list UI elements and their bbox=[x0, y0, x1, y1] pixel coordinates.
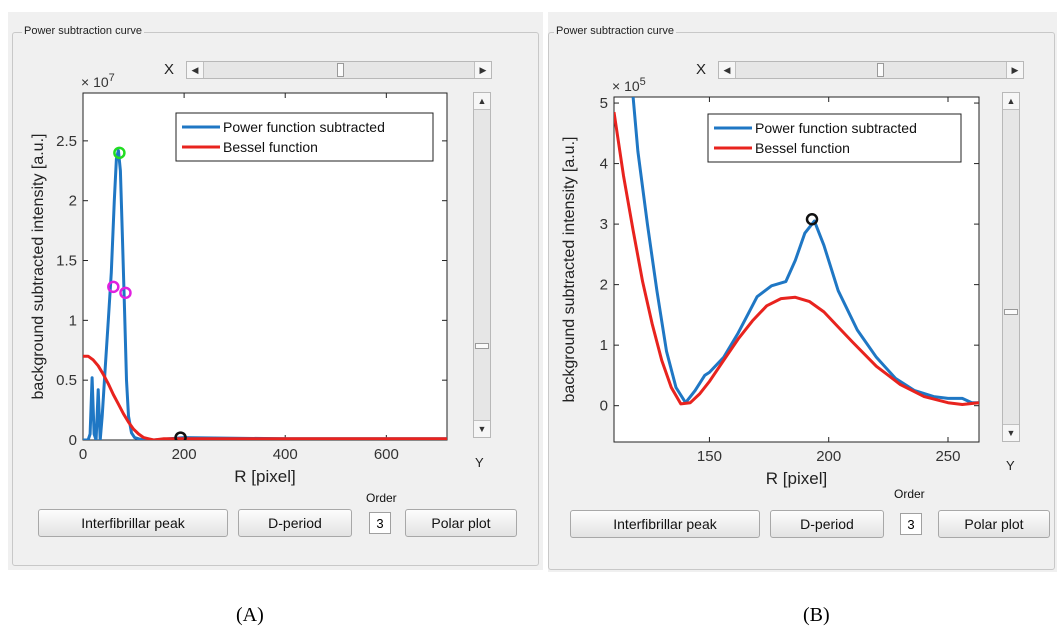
peak-marker bbox=[119, 286, 132, 300]
y-slider[interactable]: ▲ ▼ bbox=[1002, 92, 1020, 442]
y-slider-label: Y bbox=[1006, 458, 1015, 473]
x-slider-thumb[interactable] bbox=[337, 63, 344, 77]
y-tick-label: 2.5 bbox=[56, 133, 77, 150]
group-title: Power subtraction curve bbox=[554, 25, 676, 37]
y-tick-label: 5 bbox=[600, 95, 608, 112]
series-bessel-line bbox=[614, 111, 979, 406]
scroll-left-icon[interactable]: ◀ bbox=[187, 62, 204, 78]
interfibrillar-peak-button[interactable]: Interfibrillar peak bbox=[38, 509, 228, 537]
y-tick-label: 2 bbox=[69, 193, 77, 210]
order-label: Order bbox=[894, 487, 925, 501]
x-tick-label: 200 bbox=[816, 448, 841, 465]
panel-b: Power subtraction curve X ◀ ▶ ▲ ▼ Y 150 2… bbox=[548, 12, 1057, 572]
x-tick-label: 200 bbox=[172, 446, 197, 463]
x-slider-thumb[interactable] bbox=[877, 63, 884, 77]
y-tick-label: 3 bbox=[600, 216, 608, 233]
y-axis-label: background subtracted intensity [a.u.] bbox=[561, 137, 578, 403]
caption-b: (B) bbox=[803, 604, 830, 626]
peak-marker bbox=[113, 146, 126, 160]
legend-label-bessel: Bessel function bbox=[223, 139, 318, 155]
y-slider-thumb[interactable] bbox=[1004, 309, 1018, 315]
caption-a: (A) bbox=[236, 604, 264, 626]
x-tick-label: 0 bbox=[79, 446, 87, 463]
y-tick-label: 0.5 bbox=[56, 372, 77, 389]
scroll-down-icon[interactable]: ▼ bbox=[1003, 424, 1019, 441]
scroll-right-icon[interactable]: ▶ bbox=[474, 62, 491, 78]
x-slider-label: X bbox=[164, 61, 175, 78]
order-label: Order bbox=[366, 491, 397, 505]
y-exponent-label: × 107 bbox=[81, 72, 115, 90]
chart-a: 0 200 400 600 0 0.5 1 1.5 2 2.5 × 107 R [pixel] back… bbox=[30, 72, 448, 486]
polar-plot-button[interactable]: Polar plot bbox=[938, 510, 1050, 538]
panel-a: Power subtraction curve X ◀ ▶ ▲ ▼ Y 0 200… bbox=[8, 12, 543, 570]
x-axis-label: R [pixel] bbox=[766, 469, 827, 488]
x-axis-label: R [pixel] bbox=[234, 467, 295, 486]
x-slider-label: X bbox=[696, 61, 707, 78]
y-tick-label: 2 bbox=[600, 277, 608, 294]
y-tick-label: 1.5 bbox=[56, 253, 77, 270]
d-period-button[interactable]: D-period bbox=[770, 510, 884, 538]
y-tick-label: 4 bbox=[600, 156, 608, 173]
legend-label-power: Power function subtracted bbox=[755, 120, 917, 136]
y-tick-label: 0 bbox=[600, 398, 608, 415]
power-subtraction-group bbox=[12, 32, 539, 566]
x-slider[interactable]: ◀ ▶ bbox=[718, 61, 1024, 79]
legend-box bbox=[175, 112, 434, 162]
series-bessel-line bbox=[83, 354, 447, 440]
legend-box bbox=[707, 113, 962, 163]
y-axis-label: background subtracted intensity [a.u.] bbox=[30, 134, 47, 400]
y-tick-label: 1 bbox=[600, 337, 608, 354]
legend-label-power: Power function subtracted bbox=[223, 119, 385, 135]
series-power-line bbox=[83, 148, 447, 440]
y-slider[interactable]: ▲ ▼ bbox=[473, 92, 491, 438]
scroll-up-icon[interactable]: ▲ bbox=[474, 93, 490, 110]
scroll-left-icon[interactable]: ◀ bbox=[719, 62, 736, 78]
y-tick-label: 1 bbox=[69, 312, 77, 329]
order-input[interactable]: 3 bbox=[369, 512, 391, 534]
series-group bbox=[83, 146, 447, 440]
legend-label-bessel: Bessel function bbox=[755, 140, 850, 156]
group-title: Power subtraction curve bbox=[22, 25, 144, 37]
scroll-down-icon[interactable]: ▼ bbox=[474, 420, 490, 437]
peak-marker bbox=[174, 431, 187, 440]
y-slider-thumb[interactable] bbox=[475, 343, 489, 349]
x-tick-label: 400 bbox=[273, 446, 298, 463]
y-tick-label: 0 bbox=[69, 432, 77, 449]
power-subtraction-group bbox=[548, 32, 1055, 570]
order-input[interactable]: 3 bbox=[900, 513, 922, 535]
peak-marker bbox=[107, 280, 120, 294]
x-tick-label: 250 bbox=[935, 448, 960, 465]
series-power-line bbox=[631, 97, 979, 405]
series-group bbox=[614, 97, 979, 406]
chart-b: 150 200 250 0 1 2 3 4 5× 105 R [pixel] background … bbox=[561, 76, 980, 488]
x-tick-label: 150 bbox=[697, 448, 722, 465]
peak-marker bbox=[805, 213, 819, 226]
y-slider-label: Y bbox=[475, 455, 484, 470]
x-slider[interactable]: ◀ ▶ bbox=[186, 61, 492, 79]
interfibrillar-peak-button[interactable]: Interfibrillar peak bbox=[570, 510, 760, 538]
y-exponent-label: × 105 bbox=[612, 76, 646, 94]
d-period-button[interactable]: D-period bbox=[238, 509, 352, 537]
scroll-right-icon[interactable]: ▶ bbox=[1006, 62, 1023, 78]
scroll-up-icon[interactable]: ▲ bbox=[1003, 93, 1019, 110]
x-tick-label: 600 bbox=[374, 446, 399, 463]
polar-plot-button[interactable]: Polar plot bbox=[405, 509, 517, 537]
